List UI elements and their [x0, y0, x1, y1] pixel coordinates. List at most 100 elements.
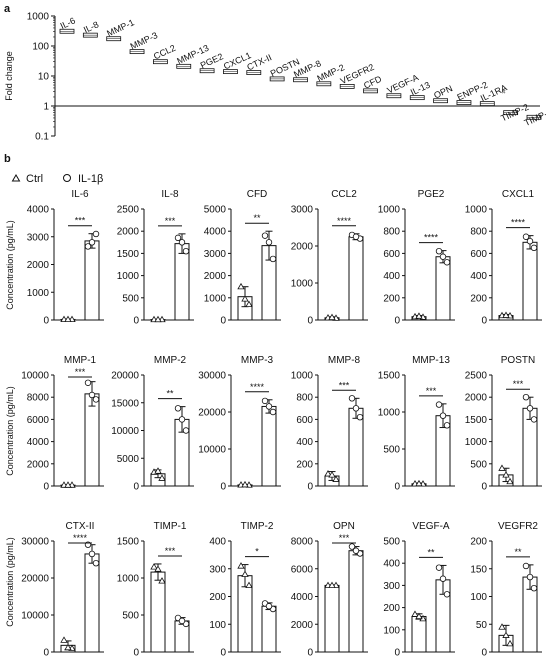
chart-title: PGE2	[418, 189, 445, 200]
chart-il-8: IL-8 0 500 1000 1500 2000 2500 ***	[117, 189, 194, 327]
y-tick-label: 1000	[204, 293, 227, 304]
significance-label: *	[255, 547, 259, 557]
chart-title: IL-6	[71, 189, 89, 200]
category-label: MMP-3	[129, 30, 160, 51]
y-tick-label: 400	[383, 559, 400, 570]
y-tick-label: 1000	[117, 271, 140, 282]
significance-label: **	[514, 547, 522, 557]
panel-b-letter: b	[4, 153, 11, 165]
significance-label: ***	[75, 367, 86, 377]
ctrl-point	[64, 315, 72, 323]
y-tick-label: 1500	[117, 537, 140, 548]
chart-title: CFD	[247, 189, 268, 200]
y-tick-label: 2000	[27, 260, 50, 271]
ctrl-point	[245, 581, 253, 588]
category-label: OPN	[432, 83, 454, 100]
bar	[324, 584, 340, 653]
il1b-point	[178, 617, 186, 625]
y-tick-label: 100	[209, 620, 226, 631]
il1b-point	[269, 408, 277, 416]
y-tick-label: 10000	[111, 426, 139, 437]
ctrl-point	[64, 643, 72, 651]
significance-label: ***	[339, 380, 350, 390]
y-tick-label: 50	[476, 620, 488, 631]
ctrl-point	[498, 464, 506, 471]
y-tick-label: 10000	[21, 371, 49, 382]
chart-cfd: CFD 0 1000 2000 3000 4000 5000 **	[204, 189, 281, 327]
significance-label: ***	[339, 533, 350, 543]
ctrl-point	[502, 311, 510, 318]
y-tick-label: 20000	[21, 574, 49, 585]
category-label: IL-6	[59, 15, 77, 31]
il1b-point	[174, 405, 182, 412]
bar	[522, 241, 538, 321]
significance-label: ***	[75, 216, 86, 226]
chart-timp-1: TIMP-1 0 500 1000 1500 ***	[117, 521, 194, 659]
significance-label: ****	[73, 533, 88, 543]
il1b-point	[435, 564, 443, 571]
il1b-point	[526, 573, 534, 581]
significance-label: ****	[511, 218, 526, 228]
y-tick-label: 600	[470, 249, 487, 260]
il1b-point	[352, 405, 360, 412]
il1b-point	[522, 233, 530, 240]
significance-label: **	[427, 547, 435, 557]
chart-mmp-13: MMP-13 0 500 1000 1500 ***	[378, 355, 455, 493]
y-tick-label: 1000	[27, 288, 50, 299]
il1b-point	[522, 562, 530, 570]
row3-ylabel: Concentration (pg/mL)	[5, 537, 15, 627]
il1b-point	[261, 232, 269, 239]
chart-ctx-ii: CTX-II 0 10000 20000 30000 ****	[21, 521, 104, 659]
y-tick-label: 100	[383, 625, 400, 636]
category-label: CCL2	[152, 43, 177, 62]
chart-mmp-2: MMP-2 0 5000 10000 15000 20000 **	[111, 355, 194, 493]
legend: Ctrl IL-1β	[11, 173, 103, 185]
row2-ylabel: Concentration (pg/mL)	[5, 386, 15, 476]
il1b-point	[439, 412, 447, 419]
y-tick-label: 300	[209, 564, 226, 575]
y-tick-label: 200	[470, 537, 487, 548]
y-tick-label: 6000	[291, 564, 314, 575]
y-tick-label: 2000	[117, 227, 140, 238]
il1b-point	[439, 575, 447, 582]
ctrl-point	[241, 570, 249, 577]
y-tick-label: 800	[383, 227, 400, 238]
il1b-point	[178, 416, 186, 423]
y-tick-label: 0	[394, 482, 400, 493]
chart-title: TIMP-1	[154, 521, 187, 532]
y-tick-label: 2500	[465, 371, 488, 382]
il1b-point	[92, 396, 100, 403]
il1b-point	[265, 403, 273, 410]
chart-postn: POSTN 0 500 1000 1500 2000 2500 ***	[465, 355, 542, 493]
annotation-mark: #	[502, 90, 506, 96]
significance-label: ****	[424, 233, 439, 243]
y-tick-label: 8000	[291, 537, 314, 548]
il1b-point	[261, 397, 269, 405]
il1b-point	[182, 427, 190, 434]
y-tick-label: 1000	[291, 371, 314, 382]
y-axis-label: Fold change	[4, 51, 14, 101]
il1b-point	[530, 584, 538, 592]
y-tick-label: 0	[481, 482, 487, 493]
y-tick-label: 0	[307, 648, 313, 659]
chart-title: TIMP-2	[241, 521, 274, 532]
y-tick-label: 1	[43, 102, 49, 113]
y-tick-label: 0	[133, 482, 139, 493]
chart-mmp-3: MMP-3 0 10000 20000 30000 ****	[198, 355, 281, 493]
y-tick-label: 0	[220, 316, 226, 327]
y-tick-label: 500	[470, 459, 487, 470]
il1b-point	[92, 230, 100, 238]
y-tick-label: 10000	[198, 445, 226, 456]
y-tick-label: 10000	[21, 611, 49, 622]
y-tick-label: 400	[296, 437, 313, 448]
chart-cxcl1: CXCL1 0 200 400 600 800 1000 ****	[465, 189, 542, 327]
ctrl-point	[241, 295, 249, 302]
chart-title: POSTN	[501, 355, 535, 366]
y-tick-label: 200	[296, 459, 313, 470]
legend-il1b-label: IL-1β	[78, 173, 103, 185]
il1b-point	[530, 416, 538, 423]
ctrl-point	[154, 315, 162, 323]
ctrl-point	[506, 477, 514, 485]
y-tick-label: 4000	[204, 227, 227, 238]
ctrl-point	[328, 313, 336, 321]
